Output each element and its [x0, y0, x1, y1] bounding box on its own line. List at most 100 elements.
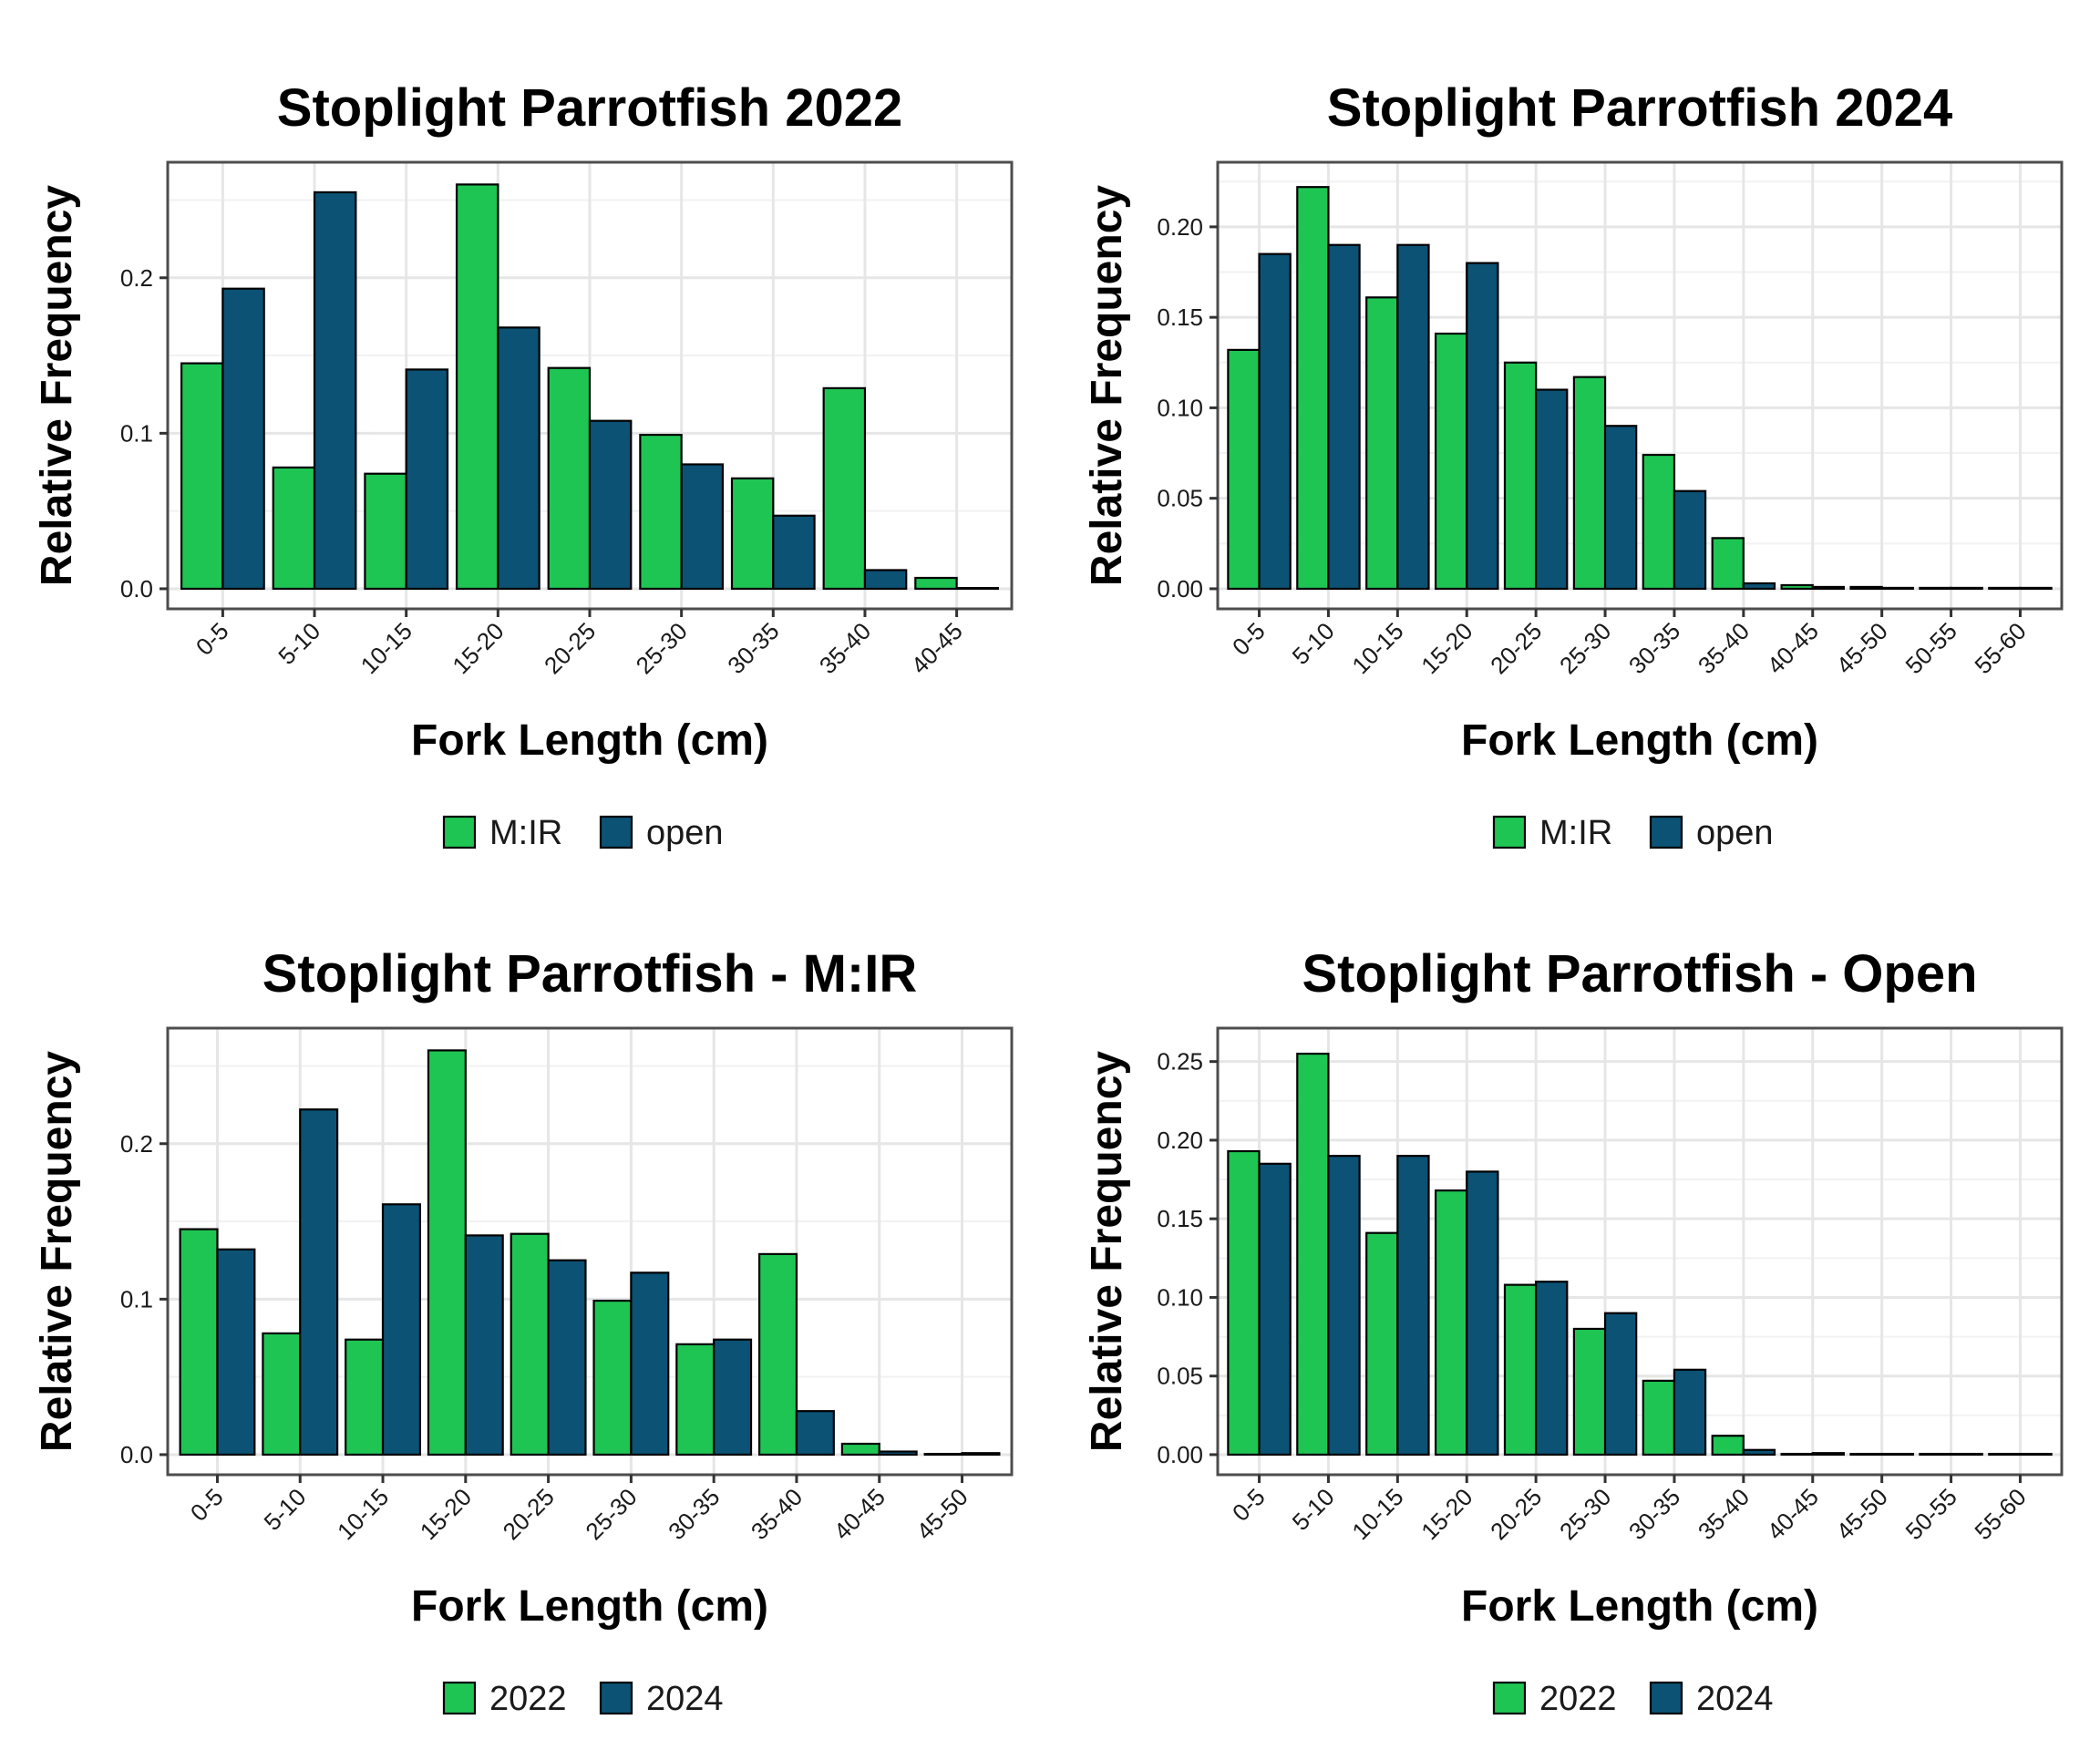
bar-2024-30-35 — [713, 1338, 753, 1457]
x-tick-label: 10-15 — [355, 617, 417, 679]
legend-label-2024: 2024 — [1696, 1680, 1774, 1718]
bar-mir-0-5 — [180, 362, 224, 591]
bar-open-15-20 — [497, 326, 540, 591]
x-tick-label: 20-25 — [498, 1483, 560, 1545]
x-tick-label: 45-50 — [1831, 617, 1893, 679]
bar-mir-40-45 — [1780, 583, 1814, 591]
bar-open-25-30 — [680, 463, 725, 591]
bar-2022-35-40 — [758, 1252, 798, 1457]
y-tick-label: 0.00 — [1157, 575, 1203, 602]
bar-mir-20-25 — [547, 366, 592, 591]
y-tick-label: 0.0 — [120, 1441, 153, 1468]
bar-open-15-20 — [1466, 262, 1499, 591]
chart-svg-2022: Stoplight Parrotfish 2022 0.0 0.1 0.2 0-5 5-1… — [33, 78, 1014, 852]
bar-2024-5-10 — [1327, 1155, 1361, 1457]
bar-open-0-5 — [221, 287, 265, 591]
panel-border — [166, 1026, 1014, 1477]
y-tick-label: 0.0 — [120, 575, 153, 602]
x-tick-label: 15-20 — [1415, 1483, 1477, 1545]
panel-border — [1216, 160, 2064, 611]
bar-2024-5-10 — [299, 1108, 339, 1457]
x-tick-label: 15-20 — [447, 617, 509, 679]
bar-mir-50-55 — [1919, 586, 1952, 591]
x-tick-label: 0-5 — [1227, 1483, 1271, 1527]
bar-2024-15-20 — [1466, 1170, 1499, 1457]
bar-open-55-60 — [2019, 586, 2053, 591]
x-axis-title: Fork Length (cm) — [411, 716, 768, 765]
x-tick-label: 40-45 — [1762, 617, 1824, 679]
bar-2024-45-50 — [1880, 1452, 1914, 1457]
bar-open-5-10 — [1327, 243, 1361, 591]
y-tick-label: 0.15 — [1157, 304, 1203, 331]
y-tick-label: 0.2 — [120, 1130, 153, 1158]
bar-open-30-35 — [1673, 489, 1707, 591]
bar-mir-30-35 — [1642, 453, 1676, 591]
bar-open-20-25 — [1535, 388, 1569, 591]
bar-2024-55-60 — [2019, 1452, 2053, 1457]
bar-2022-20-25 — [1503, 1283, 1538, 1457]
chart-title: Stoplight Parrotfish 2024 — [1327, 78, 1952, 138]
legend-label-2024: 2024 — [646, 1680, 724, 1718]
bar-2022-35-40 — [1711, 1435, 1745, 1457]
y-axis-title: Relative Frequency — [33, 1051, 81, 1452]
bar-2022-20-25 — [510, 1232, 550, 1457]
chart-svg-open: Stoplight Parrotfish - Open 0.00 0.05 0.10 0… — [1083, 944, 2064, 1718]
x-tick-label: 15-20 — [1415, 617, 1477, 679]
x-tick-label: 35-40 — [1693, 617, 1755, 679]
x-tick-label: 25-30 — [1554, 617, 1616, 679]
bar-mir-35-40 — [822, 386, 867, 591]
x-tick-label: 40-45 — [906, 617, 968, 679]
x-tick-label: 20-25 — [539, 617, 601, 679]
bar-2022-40-45 — [840, 1442, 880, 1457]
x-tick-label: 20-25 — [1485, 1483, 1547, 1545]
bar-open-10-15 — [1396, 243, 1430, 591]
bar-2022-30-35 — [1642, 1379, 1676, 1457]
x-tick-label: 30-35 — [1623, 617, 1685, 679]
bar-mir-40-45 — [914, 576, 958, 591]
x-tick-label: 40-45 — [829, 1483, 890, 1545]
bar-open-20-25 — [588, 419, 633, 591]
x-tick-label: 10-15 — [1346, 1483, 1408, 1545]
bar-2022-45-50 — [923, 1452, 963, 1457]
legend-label-mir: M:IR — [489, 814, 562, 852]
bar-open-35-40 — [863, 569, 908, 591]
bar-mir-25-30 — [1572, 376, 1607, 591]
chart-svg-mir: Stoplight Parrotfish - M:IR 0.0 0.1 0.2 0-5 5… — [33, 944, 1014, 1718]
bar-open-50-55 — [1950, 586, 1983, 591]
bar-2024-35-40 — [795, 1410, 835, 1457]
bar-2022-0-5 — [179, 1228, 219, 1457]
legend-label-open: open — [1696, 814, 1774, 852]
x-tick-label: 35-40 — [1693, 1483, 1755, 1545]
bar-2022-40-45 — [1780, 1452, 1814, 1457]
bar-open-30-35 — [772, 514, 816, 591]
bar-2024-40-45 — [1811, 1452, 1846, 1457]
bar-2024-25-30 — [630, 1271, 670, 1457]
y-axis-title: Relative Frequency — [1083, 1051, 1131, 1452]
bar-2024-35-40 — [1742, 1448, 1776, 1457]
bar-open-25-30 — [1603, 425, 1638, 591]
x-tick-label: 30-35 — [722, 617, 784, 679]
legend-key-mir — [442, 815, 477, 849]
bar-mir-15-20 — [455, 183, 499, 591]
bar-mir-25-30 — [639, 433, 683, 591]
x-axis-title: Fork Length (cm) — [411, 1582, 768, 1631]
bar-mir-0-5 — [1227, 348, 1261, 591]
legend-key-open — [599, 815, 633, 849]
bar-mir-15-20 — [1434, 332, 1468, 591]
y-tick-label: 0.10 — [1157, 394, 1203, 421]
x-tick-label: 5-10 — [1287, 1483, 1340, 1536]
bar-2024-30-35 — [1673, 1368, 1707, 1457]
y-tick-label: 0.2 — [120, 264, 153, 292]
bar-2022-15-20 — [1434, 1189, 1468, 1457]
x-tick-label: 30-35 — [663, 1483, 725, 1545]
bar-2024-20-25 — [1535, 1281, 1569, 1457]
bar-2024-0-5 — [1258, 1162, 1292, 1457]
x-tick-label: 25-30 — [1554, 1483, 1616, 1545]
x-tick-label: 35-40 — [746, 1483, 808, 1545]
bar-open-35-40 — [1742, 582, 1776, 591]
bar-2024-15-20 — [464, 1234, 504, 1457]
y-axis-title: Relative Frequency — [1083, 185, 1131, 586]
x-tick-label: 0-5 — [185, 1483, 229, 1527]
x-tick-label: 5-10 — [273, 617, 325, 670]
x-tick-label: 0-5 — [1227, 617, 1271, 661]
